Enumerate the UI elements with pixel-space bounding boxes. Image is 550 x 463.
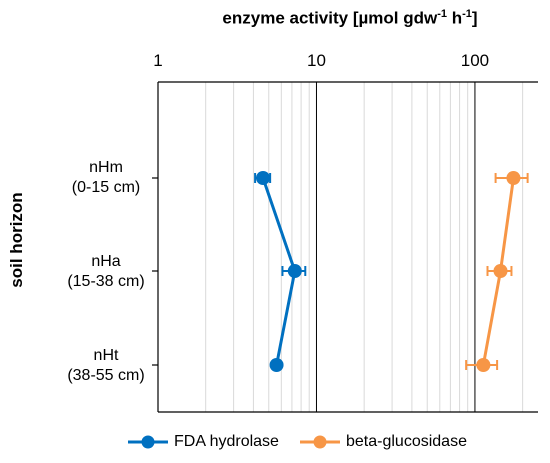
y-tick-name: nHa [91, 253, 121, 270]
legend-item-beta-glucosidase: beta-glucosidase [300, 428, 467, 456]
legend-label: beta-glucosidase [346, 433, 467, 450]
data-point-fda-hydrolase [269, 358, 284, 372]
y-axis-label: soil horizon [7, 192, 26, 288]
y-tick-name: nHm [89, 159, 123, 176]
y-tick-label-nha: nHa (15-38 cm) [36, 252, 176, 292]
legend-marker-fda-hydrolase [128, 435, 168, 449]
y-tick-range: (15-38 cm) [67, 273, 145, 290]
y-tick-label-nht: nHt (38-55 cm) [36, 346, 176, 386]
legend: FDA hydrolase beta-glucosidase [0, 428, 550, 456]
data-point-fda-hydrolase [256, 171, 271, 185]
chart-title: enzyme activity [µmol gdw-1 h-1] [222, 8, 478, 28]
y-tick-range: (38-55 cm) [67, 367, 145, 384]
legend-marker-beta-glucosidase [300, 435, 340, 449]
x-tick-label: 1 [153, 51, 162, 70]
data-point-beta-glucosidase [476, 358, 491, 372]
data-point-fda-hydrolase [287, 264, 302, 278]
legend-item-fda-hydrolase: FDA hydrolase [128, 428, 279, 456]
y-tick-range: (0-15 cm) [71, 179, 141, 196]
legend-label: FDA hydrolase [174, 433, 279, 450]
x-tick-label: 100 [461, 51, 489, 70]
y-tick-label-nhm: nHm (0-15 cm) [36, 158, 176, 198]
data-point-beta-glucosidase [506, 171, 521, 185]
data-point-beta-glucosidase [493, 264, 508, 278]
x-tick-label: 10 [307, 51, 326, 70]
y-tick-name: nHt [93, 347, 119, 364]
